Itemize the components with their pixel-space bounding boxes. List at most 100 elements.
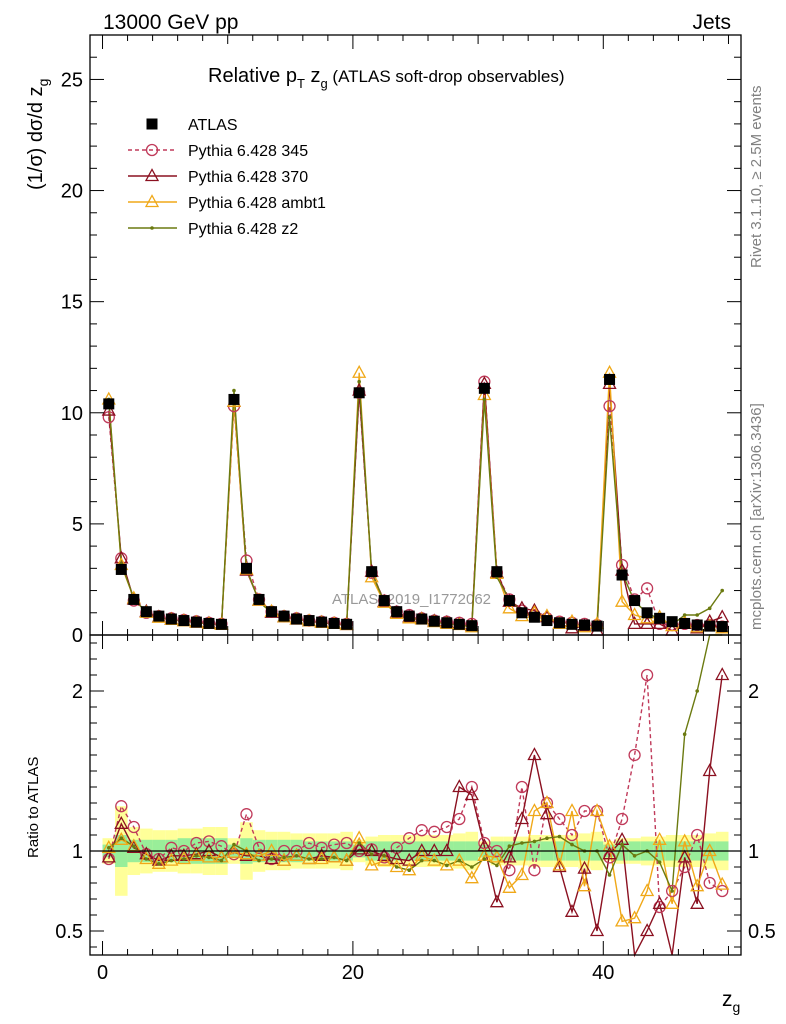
atlas-data-point <box>178 615 190 627</box>
series-2-ratio-point <box>314 851 329 865</box>
series-0-ratio-point <box>440 820 453 834</box>
series-1-ratio-point <box>527 747 542 761</box>
atlas-data-point <box>503 595 515 607</box>
atlas-data-point <box>140 606 152 618</box>
series-1-ratio-point <box>702 763 717 777</box>
ratio-y-axis-label: Ratio to ATLAS <box>25 757 42 858</box>
series-3-point <box>720 588 725 593</box>
chart-title: Relative pT zg (ATLAS soft-drop observab… <box>208 65 565 91</box>
series-1-ratio-point <box>114 815 129 829</box>
series-3-point <box>482 397 487 402</box>
series-0-ratio-point <box>578 804 591 818</box>
series-2-ratio-point <box>589 803 605 817</box>
series-3-ratio-point <box>144 857 149 861</box>
legend-label: Pythia 6.428 345 <box>188 143 308 160</box>
x-axis-label: zg <box>722 988 740 1015</box>
ratio-y-tick-label: 0.5 <box>55 921 83 943</box>
series-1-ratio-point <box>577 860 592 874</box>
title-tail: (ATLAS soft-drop observables) <box>328 67 565 86</box>
series-0-ratio-point <box>403 832 416 845</box>
series-0-ratio-point <box>503 864 516 877</box>
source-label: mcplots.cern.ch [arXiv:1306.3436] <box>748 403 765 630</box>
series-1-ratio-point <box>389 851 404 865</box>
series-2-ratio-point <box>402 862 417 876</box>
atlas-data-point <box>679 617 691 629</box>
series-2-ratio-point <box>389 859 404 873</box>
atlas-data-point <box>353 387 365 399</box>
series-3-ratio-point <box>307 857 311 861</box>
legend-label: ATLAS <box>188 117 238 134</box>
series-3-ratio-point <box>495 863 499 868</box>
atlas-data-point <box>528 611 540 623</box>
series-3-ratio-point <box>545 836 549 840</box>
series-3-ratio-point <box>282 855 286 860</box>
series-3-ratio-point <box>106 846 111 850</box>
series-0-ratio-point <box>716 884 729 898</box>
ratio-y-tick-label-right: 0.5 <box>748 921 776 943</box>
series-0-point <box>102 411 115 424</box>
series-0-ratio-point <box>640 668 654 682</box>
atlas-data-point <box>466 620 478 632</box>
series-0-ratio-point <box>415 824 428 837</box>
atlas-data-point <box>303 615 315 627</box>
series-2-ratio-point <box>364 857 379 871</box>
series-0-ratio-point <box>553 812 566 826</box>
y-axis-label: (1/σ) dσ/d zg <box>25 79 51 190</box>
series-1-point <box>627 616 642 630</box>
series-3-ratio-point <box>607 873 612 877</box>
ratio-y-tick-label: 1 <box>72 841 83 863</box>
series-2-ratio-point <box>552 857 567 871</box>
atlas-data-point <box>616 569 628 581</box>
title-mid: z <box>305 65 321 87</box>
series-3-point <box>232 388 236 393</box>
atlas-data-point <box>153 610 165 622</box>
series-3-ratio-point <box>132 844 136 848</box>
series-3-point <box>607 415 612 420</box>
atlas-data-point <box>240 562 252 574</box>
series-0-ratio-point <box>227 848 241 861</box>
series-1-ratio-point <box>464 787 479 801</box>
energy-label: 13000 GeV pp <box>103 11 238 34</box>
series-2-point <box>627 607 642 621</box>
series-2-ratio-point <box>301 851 317 865</box>
series-2-ratio-point <box>539 795 555 809</box>
series-1-ratio-point <box>677 849 692 863</box>
series-0-ratio-point <box>115 800 128 813</box>
series-3-ratio-point <box>419 858 424 863</box>
x-tick-label: 20 <box>342 962 364 984</box>
atlas-data-point <box>128 593 140 605</box>
series-2-ratio-point <box>439 857 454 871</box>
series-2-ratio-point <box>527 803 542 817</box>
series-2-ratio-point <box>239 846 254 860</box>
series-0-ratio-point <box>302 836 316 850</box>
series-1-point <box>715 609 730 623</box>
series-0-ratio-point <box>428 825 441 838</box>
atlas-data-point <box>253 593 265 605</box>
y-tick-label: 15 <box>61 292 83 314</box>
atlas-data-point <box>278 610 290 622</box>
series-1-ratio-point <box>489 894 504 908</box>
series-1-ratio-line <box>108 674 723 958</box>
atlas-data-point <box>416 613 428 625</box>
series-2-ratio-point <box>652 831 667 845</box>
y-tick-label: 0 <box>72 625 83 647</box>
title-sub1: T <box>297 76 305 91</box>
atlas-data-point <box>566 618 578 630</box>
series-3-ratio-point <box>520 841 524 845</box>
series-0-ratio-point <box>378 851 391 864</box>
legend-label: Pythia 6.428 370 <box>188 169 308 186</box>
y-axis-label-main: (1/σ) dσ/d z <box>25 86 47 190</box>
series-2-ratio-point <box>139 851 154 865</box>
series-1-ratio-point <box>652 895 667 909</box>
series-3-ratio-point <box>457 858 462 863</box>
series-0-ratio-line <box>108 674 723 909</box>
atlas-data-point <box>378 595 390 607</box>
atlas-data-point <box>366 566 378 578</box>
series-3-ratio-point <box>670 889 674 893</box>
series-0-ratio-point <box>628 748 641 762</box>
series-2-ratio-point <box>489 849 504 863</box>
series-0-ratio-point <box>565 828 579 842</box>
atlas-data-point <box>266 606 278 618</box>
series-3-ratio-point <box>294 854 299 858</box>
